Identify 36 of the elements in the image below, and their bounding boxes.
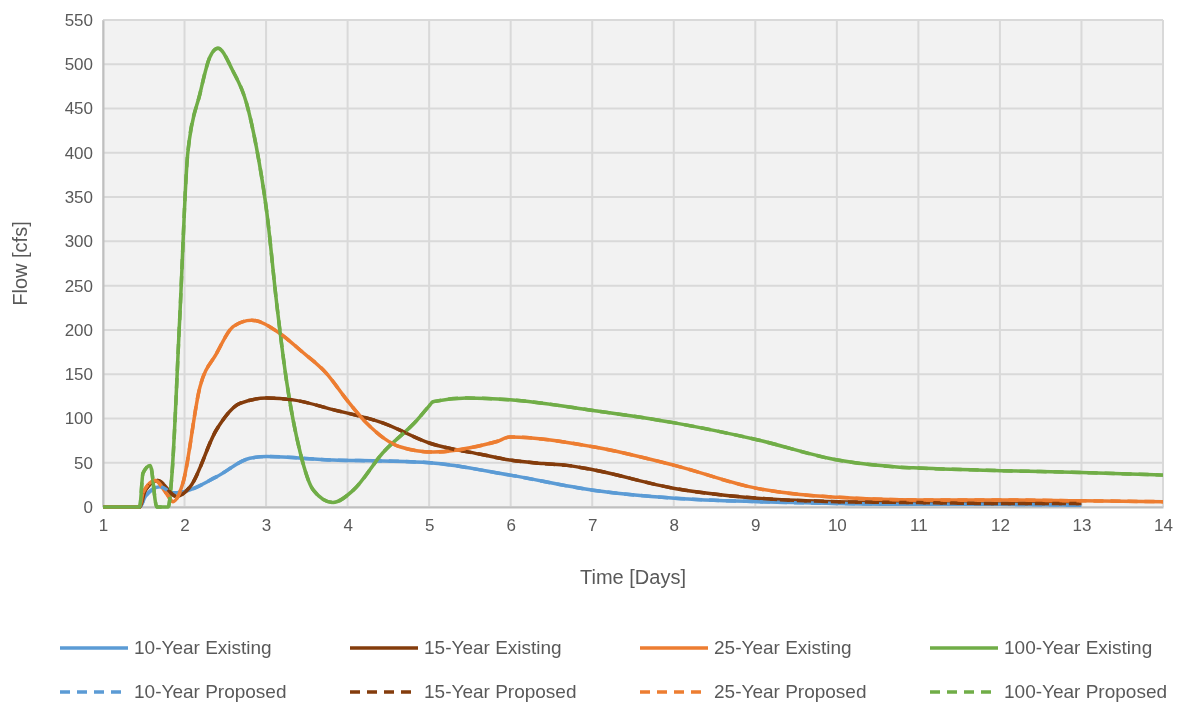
x-tick-label: 6 <box>506 516 516 536</box>
legend-label: 100-Year Existing <box>1004 637 1153 658</box>
x-tick-label: 13 <box>1072 516 1092 536</box>
x-tick-label: 8 <box>669 516 679 536</box>
legend-label: 15-Year Proposed <box>424 681 577 702</box>
legend-label: 15-Year Existing <box>424 637 562 658</box>
x-tick-label: 4 <box>343 516 353 536</box>
x-axis-title: Time [Days] <box>580 566 686 588</box>
y-tick-label: 100 <box>64 409 93 429</box>
y-tick-label: 0 <box>83 497 93 517</box>
y-tick-label: 300 <box>64 232 93 252</box>
x-tick-label: 7 <box>588 516 598 536</box>
y-tick-label: 50 <box>74 453 93 473</box>
x-tick-label: 9 <box>751 516 761 536</box>
x-tick-label: 11 <box>910 516 928 536</box>
y-tick-label: 200 <box>64 320 93 340</box>
x-tick-label: 1 <box>98 516 109 536</box>
x-tick-label: 14 <box>1154 516 1173 536</box>
y-axis-title: Flow [cfs] <box>9 221 31 306</box>
legend-label: 25-Year Proposed <box>714 681 867 702</box>
y-tick-label: 550 <box>64 10 93 30</box>
y-tick-label: 350 <box>64 188 93 208</box>
y-tick-label: 500 <box>64 55 93 75</box>
x-tick-label: 10 <box>827 516 847 536</box>
y-tick-label: 250 <box>64 276 93 296</box>
legend-label: 10-Year Existing <box>134 637 272 658</box>
y-tick-label: 450 <box>64 99 93 119</box>
y-tick-label: 150 <box>64 365 93 385</box>
legend-label: 10-Year Proposed <box>134 681 287 702</box>
x-tick-label: 5 <box>424 516 435 536</box>
x-tick-label: 12 <box>990 516 1010 536</box>
legend-label: 100-Year Proposed <box>1004 681 1168 702</box>
legend-label: 25-Year Existing <box>714 637 852 658</box>
x-tick-label: 2 <box>180 516 190 536</box>
y-tick-label: 400 <box>64 143 93 163</box>
x-tick-label: 3 <box>261 516 272 536</box>
